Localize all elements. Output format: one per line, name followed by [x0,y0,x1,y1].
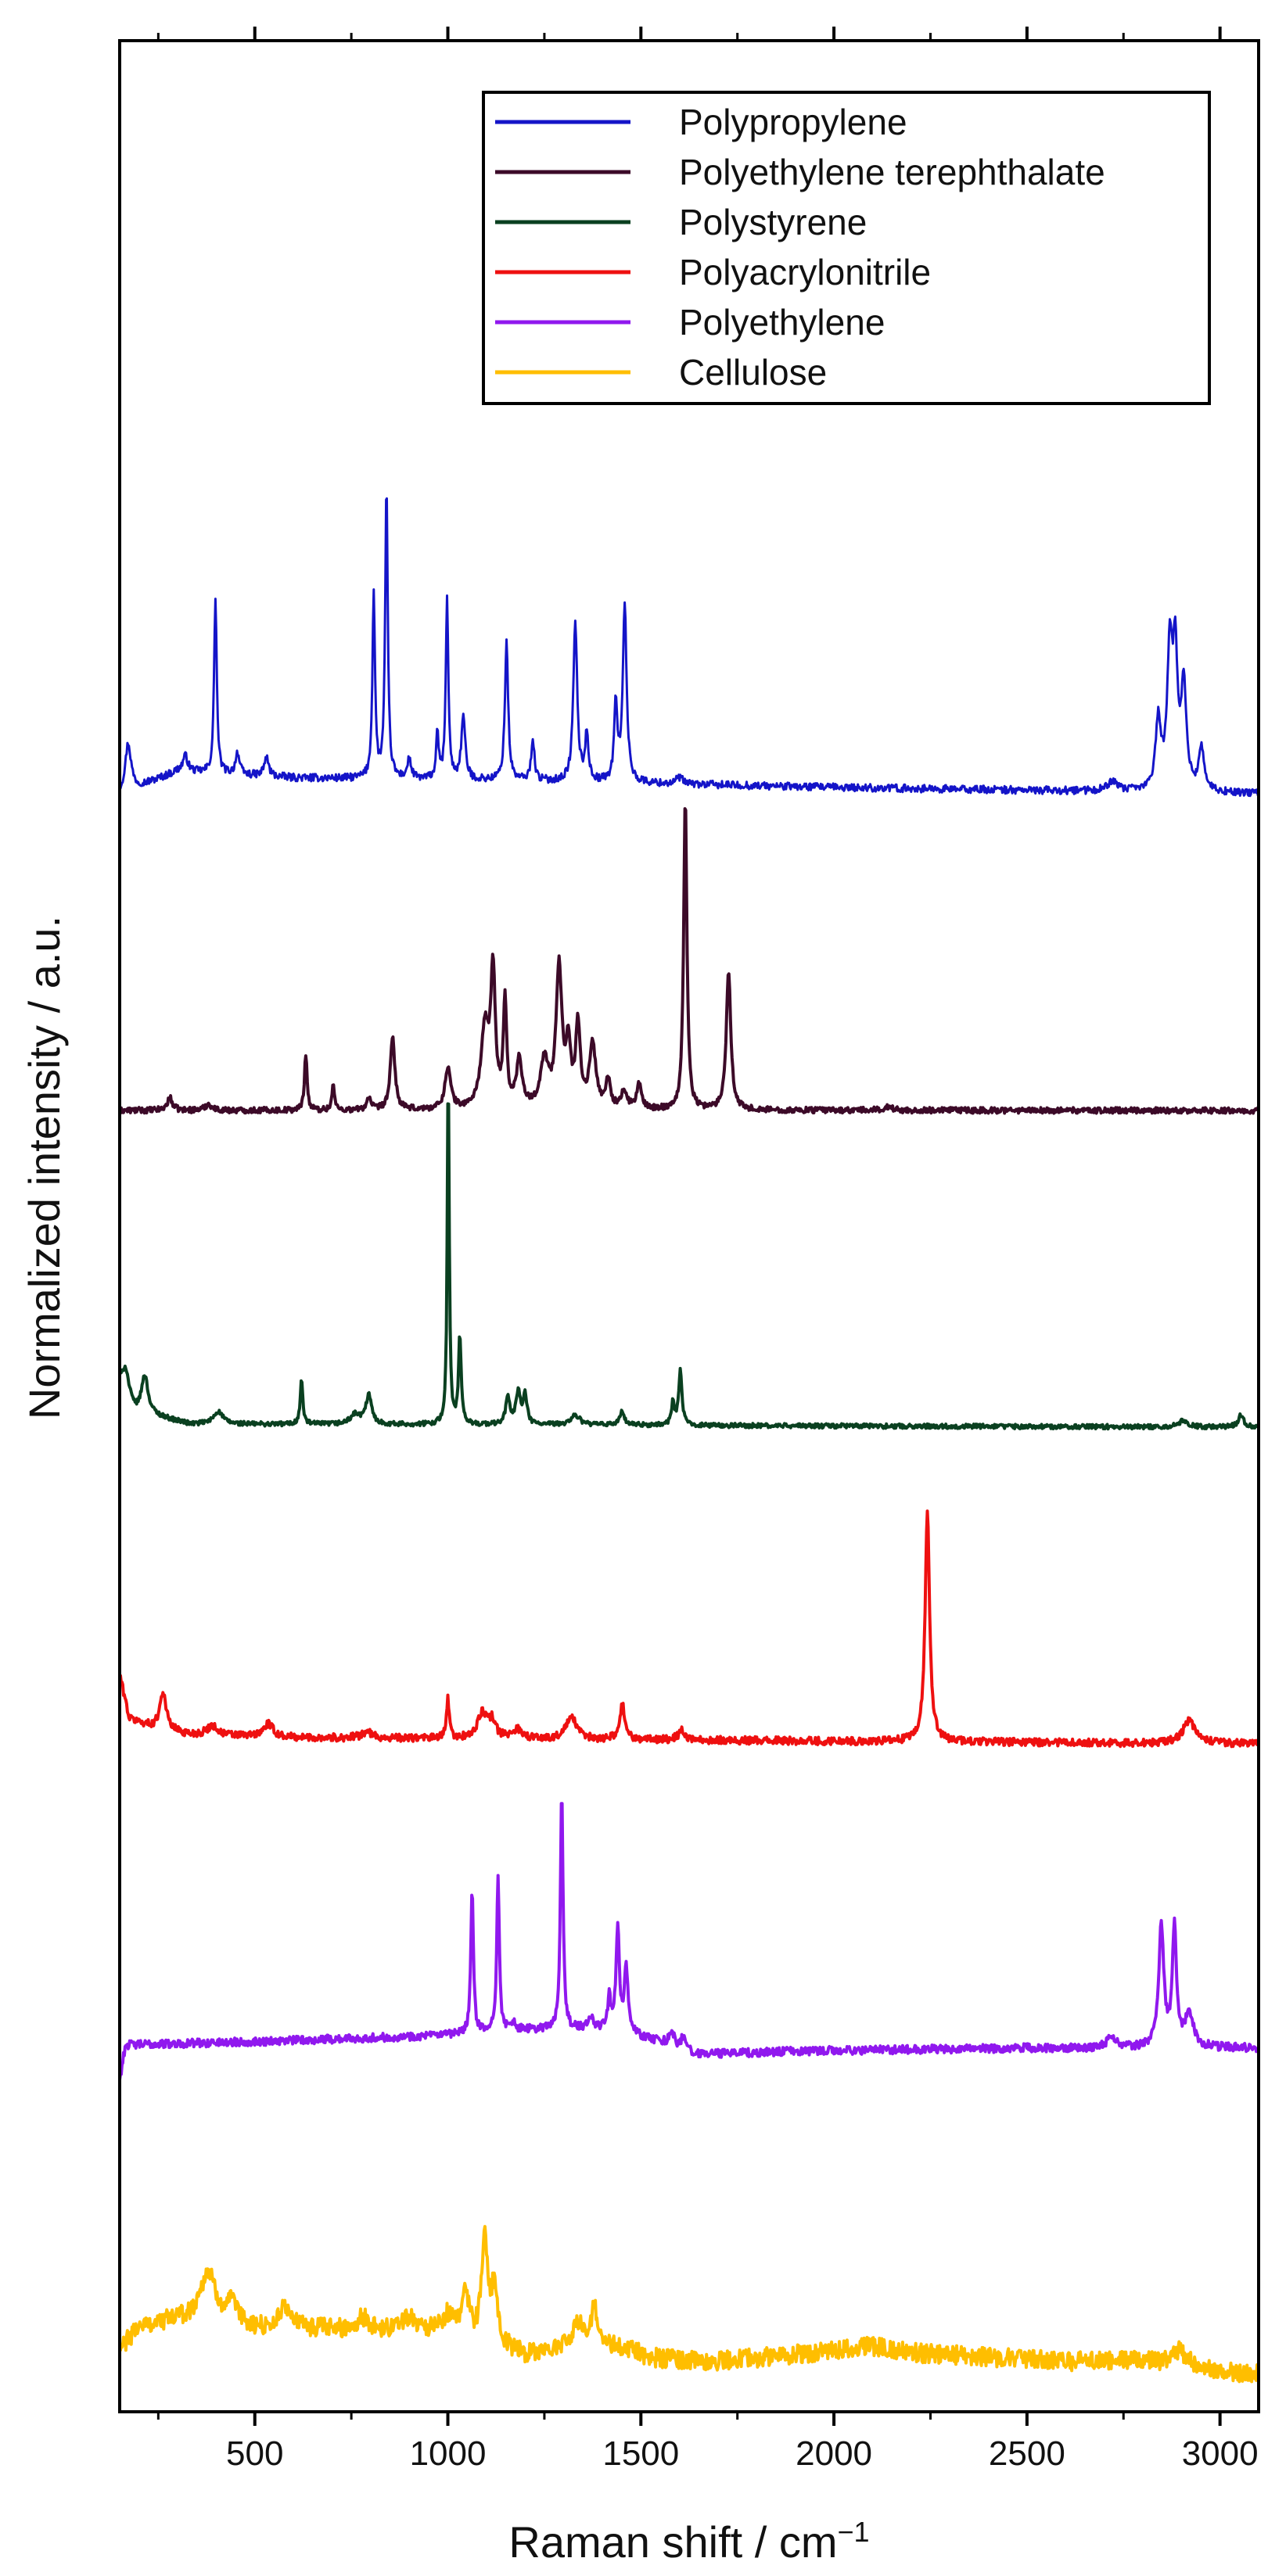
x-tick-label: 500 [226,2434,283,2473]
spectra-layer [118,497,1260,2384]
x-tick-label: 1000 [410,2434,487,2473]
ticks-layer: 500 1000 1500 2000 2500 3000 [156,27,1259,2473]
series-line-polypropylene [119,497,1260,798]
legend-label: Polyacrylonitrile [679,252,931,292]
x-axis-title-main: Raman shift / cm [508,2517,837,2567]
x-tick-label: 3000 [1182,2434,1259,2473]
plot-frame [118,39,1260,2413]
series-line-polyacrylonitrile [118,1509,1260,1749]
legend-label: Cellulose [679,352,827,393]
legend-label: Polypropylene [679,102,907,142]
series-line-polyethylene-terephthalate [118,807,1260,1115]
y-axis-title: Normalized intensity / a.u. [20,916,69,1419]
legend: Polypropylene Polyethylene terephthalate P… [482,91,1211,405]
series-line-polyethylene [118,1802,1260,2080]
x-tick-label: 2500 [989,2434,1065,2473]
x-tick-label: 1500 [602,2434,679,2473]
x-tick-label: 2000 [796,2434,872,2473]
x-axis-title: Raman shift / cm−1 [508,2516,869,2567]
legend-label: Polyethylene terephthalate [679,152,1105,192]
series-line-cellulose [118,2225,1260,2384]
legend-label: Polystyrene [679,202,867,242]
x-axis-title-superscript: −1 [838,2516,870,2548]
legend-label: Polyethylene [679,302,885,343]
series-line-polystyrene [118,1102,1260,1431]
legend-box [482,91,1211,405]
